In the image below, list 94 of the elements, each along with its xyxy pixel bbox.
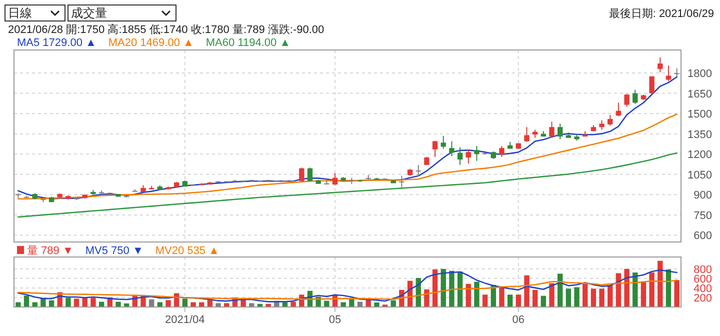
candlestick — [524, 126, 530, 142]
y-tick-label: 1500 — [688, 108, 712, 121]
bar — [349, 299, 354, 307]
chart-subtitle: 2021/06/28 開:1750 高:1855 低:1740 收:1780 量:789 漲跌:-90.00 — [8, 23, 324, 36]
text: MA20 1469.00 ▲ — [108, 37, 194, 49]
bar — [540, 296, 546, 307]
bar — [324, 300, 330, 307]
candlestick — [608, 114, 613, 126]
text: 最後日期: 2021/06/29 — [608, 8, 714, 20]
text: MV20 535 ▲ — [155, 245, 220, 257]
bar — [590, 288, 596, 307]
line-series — [18, 114, 678, 200]
bar — [532, 290, 538, 307]
bar — [449, 270, 454, 307]
x-tick-label: 06 — [512, 314, 525, 326]
y-tick-label: 1350 — [688, 128, 712, 141]
text: MA5 1729.00 ▲ — [17, 37, 96, 49]
bar — [674, 280, 680, 307]
y-tick-label: 400 — [694, 282, 712, 295]
bar — [658, 260, 663, 307]
candlestick — [649, 76, 654, 94]
y-tick-label: 200 — [694, 292, 712, 304]
y-tick-label: 1050 — [688, 169, 712, 182]
bar — [190, 302, 196, 307]
bar — [74, 298, 80, 307]
bar — [198, 302, 204, 307]
text: 成交量 — [71, 6, 107, 20]
bar — [566, 288, 572, 307]
candlestick — [616, 102, 622, 117]
bar — [608, 285, 613, 307]
bar — [90, 298, 96, 307]
bar — [507, 294, 513, 307]
line-series — [18, 152, 678, 218]
candlestick — [599, 120, 604, 130]
candlestick — [474, 146, 480, 162]
bar — [574, 287, 580, 307]
bar — [216, 303, 221, 307]
bar — [424, 289, 430, 307]
bar — [640, 282, 646, 307]
bar — [182, 298, 188, 307]
candlestick — [666, 65, 672, 82]
legend-label: 量 789 ▼ — [27, 245, 74, 257]
bar — [582, 284, 588, 307]
y-tick-label: 900 — [694, 190, 712, 202]
y-tick-label: 800 — [694, 264, 712, 276]
bar — [599, 288, 604, 307]
y-tick-label: 600 — [694, 230, 712, 242]
line-series — [18, 279, 678, 300]
y-tick-label: 1650 — [688, 88, 712, 100]
candlestick — [499, 146, 504, 158]
candlestick — [658, 56, 663, 73]
candlestick — [432, 140, 438, 158]
text: 日線 — [8, 6, 32, 20]
bar — [116, 302, 121, 307]
candlestick — [624, 93, 630, 108]
text: MA60 1194.00 ▲ — [206, 37, 291, 49]
candlestick — [549, 121, 554, 138]
bar — [516, 294, 522, 307]
text: MV5 750 ▼ — [85, 245, 144, 257]
bar — [340, 302, 346, 307]
bar — [66, 298, 71, 307]
x-tick-label: 2021/04 — [165, 314, 205, 326]
candlestick — [332, 172, 338, 186]
bar — [374, 302, 380, 307]
candlestick — [466, 148, 471, 164]
bar — [16, 302, 21, 307]
bar — [24, 296, 30, 307]
candlestick — [307, 167, 313, 182]
y-tick-label: 1800 — [688, 68, 712, 80]
line-series — [18, 76, 678, 200]
candlestick — [399, 175, 404, 188]
bar — [32, 302, 38, 307]
bar — [482, 294, 488, 307]
bar — [649, 272, 654, 307]
y-tick-label: 1200 — [688, 149, 712, 162]
candlestick — [449, 140, 454, 157]
candlestick — [558, 123, 563, 140]
bar — [624, 268, 630, 307]
bar — [524, 275, 530, 307]
candlestick — [632, 89, 638, 105]
x-tick-label: 05 — [328, 314, 342, 326]
bar — [166, 300, 171, 307]
bar — [549, 283, 554, 307]
bar — [157, 302, 163, 307]
bar — [290, 302, 296, 307]
candlestick — [440, 135, 446, 150]
candlestick — [299, 167, 304, 182]
y-tick-label: 750 — [694, 210, 712, 222]
bar — [474, 282, 480, 307]
candlestick — [416, 164, 421, 177]
candlestick — [457, 146, 463, 166]
bar — [499, 287, 504, 307]
line-series — [18, 269, 678, 302]
y-tick-label: 600 — [694, 273, 712, 286]
